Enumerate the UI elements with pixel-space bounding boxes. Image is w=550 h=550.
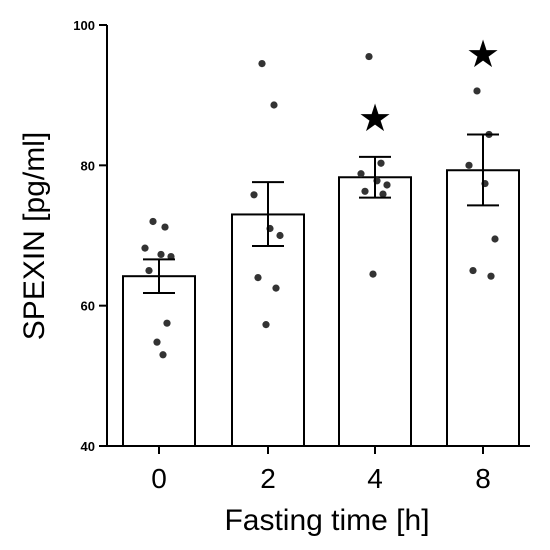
- y-tick-label: 60: [81, 299, 95, 314]
- data-point: [167, 252, 175, 261]
- data-point: [383, 181, 391, 189]
- x-tick-label: 8: [475, 463, 491, 494]
- data-point: [157, 250, 165, 259]
- data-point: [250, 191, 258, 199]
- data-point: [262, 321, 270, 329]
- data-point: [159, 351, 167, 359]
- data-point: [369, 270, 377, 278]
- data-point: [276, 231, 284, 240]
- data-point: [379, 190, 387, 198]
- y-axis-title: SPEXIN [pg/ml]: [18, 132, 51, 340]
- data-point: [473, 87, 481, 95]
- bar: [338, 176, 412, 448]
- data-point: [357, 170, 365, 178]
- bar: [122, 275, 196, 447]
- data-point: [141, 244, 149, 252]
- y-tick-label: 80: [81, 158, 95, 173]
- data-point: [365, 52, 373, 61]
- bar-group-0: [122, 217, 196, 447]
- data-point: [163, 319, 171, 327]
- bar-group-2: [231, 59, 305, 447]
- data-point: [254, 274, 262, 282]
- data-point: [153, 338, 161, 346]
- data-point: [161, 223, 169, 231]
- significance-star: ★: [466, 32, 500, 76]
- data-point: [469, 266, 477, 275]
- y-tick-label: 100: [73, 18, 95, 33]
- y-tick-label: 40: [81, 439, 95, 454]
- bar: [231, 213, 305, 447]
- data-point: [272, 284, 280, 292]
- data-point: [145, 266, 153, 275]
- x-tick-label: 4: [367, 463, 383, 494]
- x-tick-label: 2: [260, 463, 276, 494]
- plot-area: ★★: [122, 32, 520, 448]
- bar-group-8: ★: [446, 32, 520, 447]
- data-point: [377, 159, 385, 167]
- bar: [446, 169, 520, 447]
- data-point: [270, 101, 278, 109]
- significance-star: ★: [358, 96, 392, 140]
- x-tick-label: 0: [151, 463, 167, 494]
- data-point: [149, 217, 157, 226]
- x-axis-title: Fasting time [h]: [224, 504, 429, 537]
- x-axis: 0 2 4 8: [107, 445, 530, 494]
- data-point: [487, 272, 495, 280]
- bar-group-4: ★: [338, 52, 412, 448]
- data-point: [361, 187, 369, 195]
- data-point: [491, 235, 499, 243]
- data-point: [465, 161, 473, 169]
- y-axis: 40 60 80 100: [73, 18, 108, 454]
- data-point: [258, 59, 266, 68]
